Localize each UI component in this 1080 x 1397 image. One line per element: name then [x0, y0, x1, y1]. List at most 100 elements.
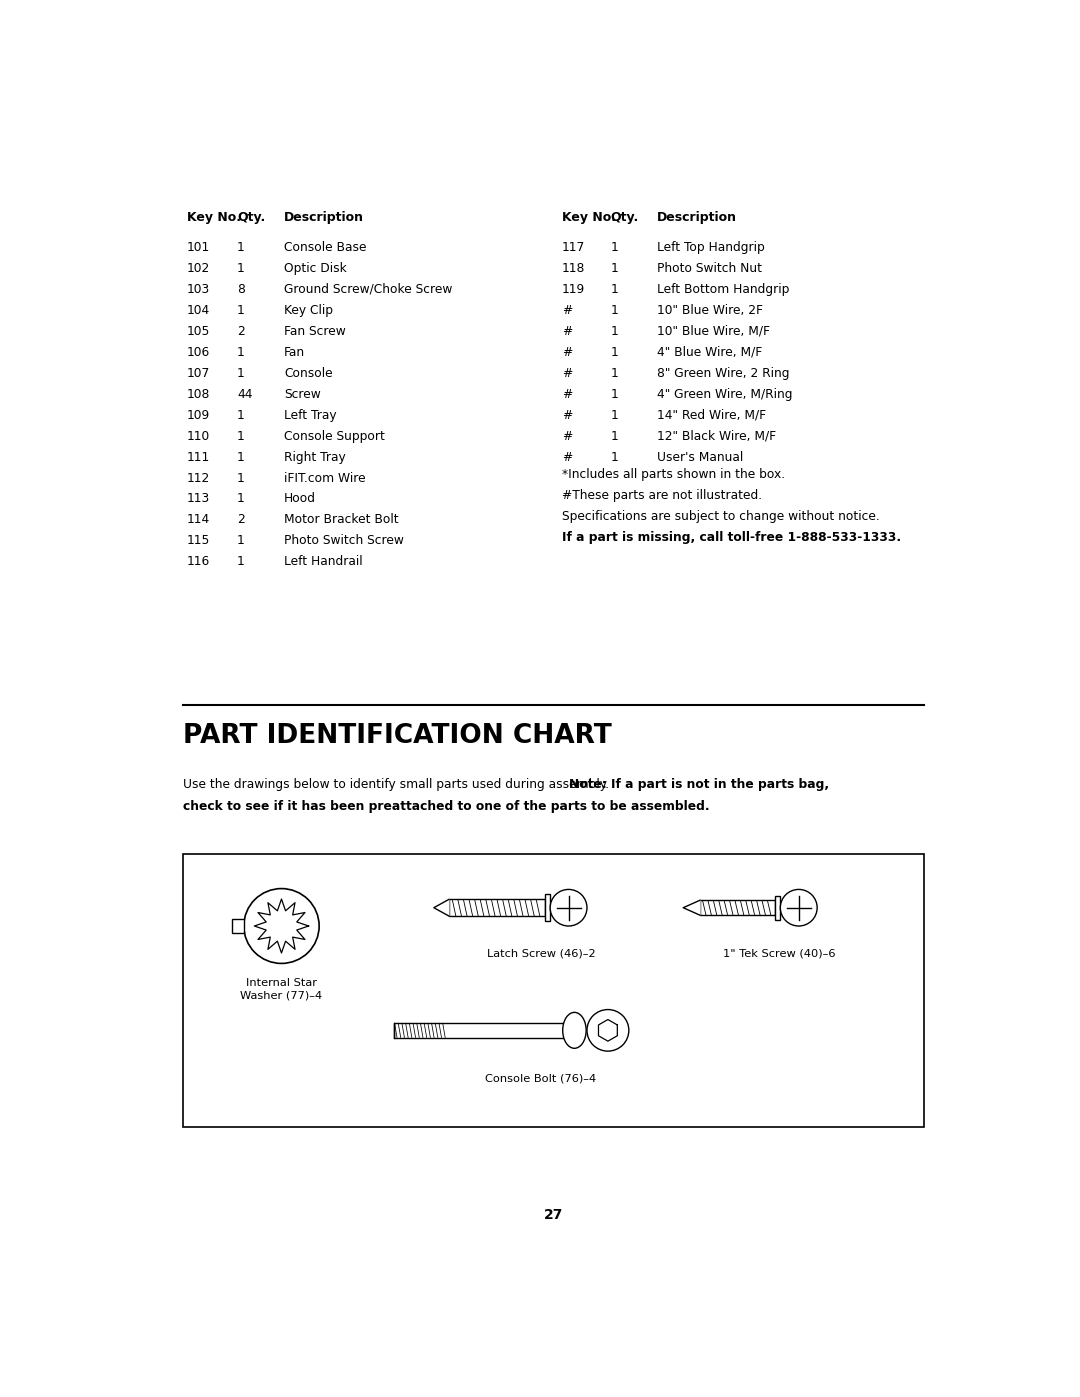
- Text: 1: 1: [238, 451, 245, 464]
- Text: #: #: [562, 451, 572, 464]
- Bar: [700, 900, 775, 915]
- Text: Console: Console: [284, 366, 333, 380]
- Text: Latch Screw (46)–2: Latch Screw (46)–2: [487, 949, 595, 958]
- Text: Left Bottom Handgrip: Left Bottom Handgrip: [658, 282, 789, 296]
- Text: 8: 8: [238, 282, 245, 296]
- Text: 1: 1: [610, 324, 618, 338]
- Text: Screw: Screw: [284, 387, 321, 401]
- Text: Key No.: Key No.: [187, 211, 241, 224]
- Text: 1: 1: [610, 261, 618, 275]
- Text: Internal Star
Washer (77)–4: Internal Star Washer (77)–4: [241, 978, 323, 1000]
- Text: 1: 1: [610, 282, 618, 296]
- Text: Fan Screw: Fan Screw: [284, 324, 346, 338]
- Text: Left Handrail: Left Handrail: [284, 556, 363, 569]
- Text: Qty.: Qty.: [238, 211, 266, 224]
- Text: Console Bolt (76)–4: Console Bolt (76)–4: [485, 1073, 596, 1083]
- Bar: [232, 919, 244, 933]
- Text: 4" Blue Wire, M/F: 4" Blue Wire, M/F: [658, 345, 762, 359]
- Text: 118: 118: [562, 261, 585, 275]
- Text: If a part is missing, call toll-free 1-888-533-1333.: If a part is missing, call toll-free 1-8…: [562, 531, 901, 545]
- Text: 1: 1: [238, 240, 245, 254]
- Text: 1: 1: [238, 535, 245, 548]
- Text: Fan: Fan: [284, 345, 306, 359]
- Text: 117: 117: [562, 240, 585, 254]
- Text: 1: 1: [238, 303, 245, 317]
- Text: 115: 115: [187, 535, 211, 548]
- Text: Left Top Handgrip: Left Top Handgrip: [658, 240, 765, 254]
- Text: 112: 112: [187, 472, 211, 485]
- Polygon shape: [434, 900, 449, 916]
- Text: 111: 111: [187, 451, 211, 464]
- Text: 1: 1: [610, 408, 618, 422]
- Text: #: #: [562, 324, 572, 338]
- Text: 1: 1: [610, 303, 618, 317]
- Text: Photo Switch Nut: Photo Switch Nut: [658, 261, 762, 275]
- Text: 114: 114: [187, 514, 211, 527]
- Text: 113: 113: [187, 493, 211, 506]
- Text: 1: 1: [610, 345, 618, 359]
- Bar: [394, 1023, 575, 1038]
- Text: 44: 44: [238, 387, 253, 401]
- Text: 106: 106: [187, 345, 211, 359]
- Text: Console Support: Console Support: [284, 429, 384, 443]
- Text: Photo Switch Screw: Photo Switch Screw: [284, 535, 404, 548]
- Text: 103: 103: [187, 282, 211, 296]
- Ellipse shape: [563, 1013, 586, 1048]
- Polygon shape: [684, 900, 700, 915]
- Text: #: #: [562, 387, 572, 401]
- Text: 104: 104: [187, 303, 211, 317]
- Text: PART IDENTIFICATION CHART: PART IDENTIFICATION CHART: [183, 722, 611, 749]
- Text: Description: Description: [284, 211, 364, 224]
- Text: #: #: [562, 429, 572, 443]
- Text: Description: Description: [658, 211, 738, 224]
- Text: 1: 1: [238, 472, 245, 485]
- Ellipse shape: [588, 1010, 629, 1051]
- Text: 110: 110: [187, 429, 211, 443]
- Text: *Includes all parts shown in the box.: *Includes all parts shown in the box.: [562, 468, 785, 482]
- Text: 102: 102: [187, 261, 211, 275]
- Text: Console Base: Console Base: [284, 240, 366, 254]
- Text: 4" Green Wire, M/Ring: 4" Green Wire, M/Ring: [658, 387, 793, 401]
- Text: Specifications are subject to change without notice.: Specifications are subject to change wit…: [562, 510, 879, 524]
- Text: 101: 101: [187, 240, 211, 254]
- Text: 1: 1: [610, 366, 618, 380]
- Text: iFIT.com Wire: iFIT.com Wire: [284, 472, 366, 485]
- Text: Hood: Hood: [284, 493, 316, 506]
- Text: 27: 27: [544, 1208, 563, 1222]
- Text: #: #: [562, 303, 572, 317]
- Text: 1: 1: [238, 408, 245, 422]
- Text: Key No.: Key No.: [562, 211, 616, 224]
- Text: 109: 109: [187, 408, 211, 422]
- Text: 1: 1: [610, 240, 618, 254]
- Text: 107: 107: [187, 366, 211, 380]
- Text: 2: 2: [238, 324, 245, 338]
- Bar: [545, 894, 550, 921]
- Text: #: #: [562, 408, 572, 422]
- Text: #These parts are not illustrated.: #These parts are not illustrated.: [562, 489, 762, 503]
- Text: #: #: [562, 366, 572, 380]
- Text: 108: 108: [187, 387, 211, 401]
- Text: 119: 119: [562, 282, 585, 296]
- Text: 1: 1: [238, 493, 245, 506]
- Text: Right Tray: Right Tray: [284, 451, 346, 464]
- Text: 10" Blue Wire, M/F: 10" Blue Wire, M/F: [658, 324, 770, 338]
- Text: 1: 1: [610, 429, 618, 443]
- Text: 1: 1: [610, 387, 618, 401]
- Ellipse shape: [781, 890, 818, 926]
- Text: Note: If a part is not in the parts bag,: Note: If a part is not in the parts bag,: [569, 778, 829, 791]
- Text: Key Clip: Key Clip: [284, 303, 333, 317]
- Text: 1: 1: [238, 261, 245, 275]
- Text: 1: 1: [238, 429, 245, 443]
- Text: 1" Tek Screw (40)–6: 1" Tek Screw (40)–6: [724, 949, 836, 958]
- Text: 1: 1: [238, 556, 245, 569]
- Text: 1: 1: [238, 345, 245, 359]
- Ellipse shape: [550, 890, 588, 926]
- Text: 2: 2: [238, 514, 245, 527]
- Text: Optic Disk: Optic Disk: [284, 261, 347, 275]
- Bar: [775, 895, 781, 919]
- Text: 12" Black Wire, M/F: 12" Black Wire, M/F: [658, 429, 777, 443]
- Text: check to see if it has been preattached to one of the parts to be assembled.: check to see if it has been preattached …: [183, 800, 710, 813]
- Text: 105: 105: [187, 324, 211, 338]
- Text: Ground Screw/Choke Screw: Ground Screw/Choke Screw: [284, 282, 453, 296]
- Text: #: #: [562, 345, 572, 359]
